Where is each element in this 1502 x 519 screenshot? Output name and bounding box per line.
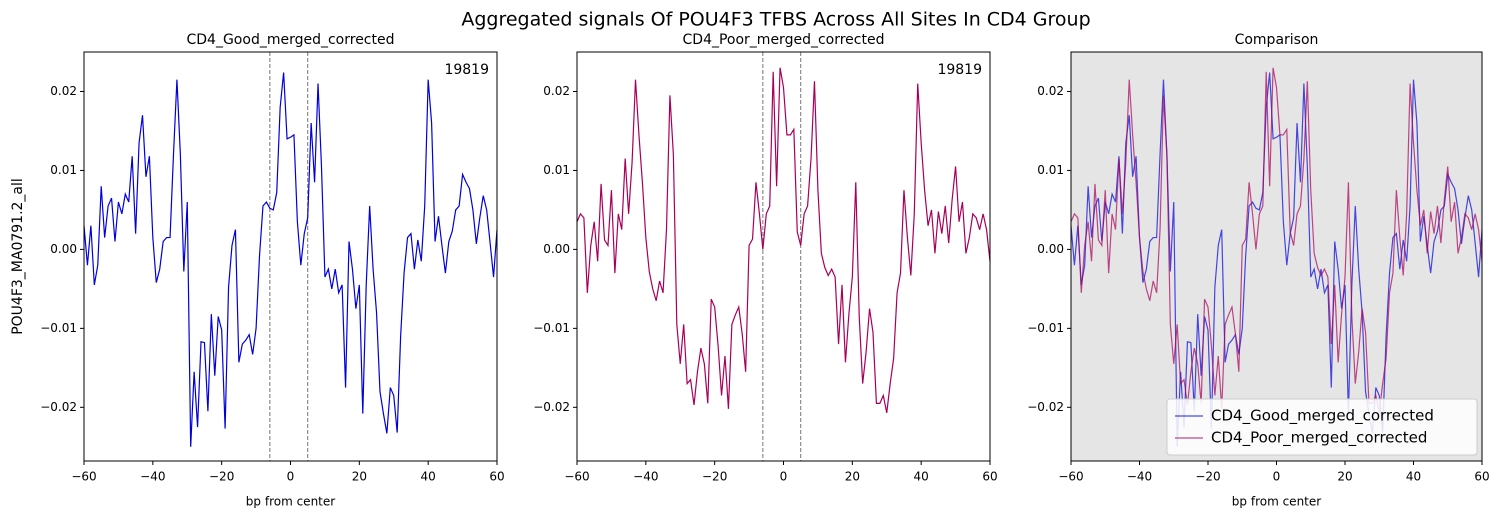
axes-frame <box>1070 51 1483 462</box>
y-tick-label: −0.01 <box>533 321 570 335</box>
data-line <box>576 67 991 413</box>
subplot-title: CD4_Good_merged_corrected <box>187 32 395 48</box>
y-tick-label: 0.01 <box>543 163 570 177</box>
x-tick-label: 40 <box>421 470 436 484</box>
x-tick-label: 0 <box>1273 470 1281 484</box>
x-tick-label: −60 <box>1058 470 1083 484</box>
plot-area <box>577 52 990 461</box>
y-tick-label: 0.00 <box>1037 242 1064 256</box>
y-tick-label: −0.02 <box>40 400 77 414</box>
data-line <box>1070 67 1483 413</box>
x-tick-label: 20 <box>1337 470 1352 484</box>
y-tick-label: 0.02 <box>543 84 570 98</box>
x-tick-label: 0 <box>287 470 295 484</box>
x-tick-label: 0 <box>780 470 788 484</box>
x-tick-label: 20 <box>845 470 860 484</box>
x-tick-label: −40 <box>633 470 658 484</box>
x-tick-label: 40 <box>914 470 929 484</box>
axes-frame <box>576 51 991 462</box>
y-tick-label: −0.02 <box>1027 400 1064 414</box>
x-tick-label: −20 <box>702 470 727 484</box>
axes-frame <box>83 51 498 462</box>
x-tick-label: −20 <box>209 470 234 484</box>
legend: CD4_Good_merged_corrected CD4_Poor_merged… <box>1166 398 1478 456</box>
x-tick-label: 60 <box>489 470 504 484</box>
y-tick-label: −0.01 <box>1027 321 1064 335</box>
y-tick-label: 0.02 <box>50 84 77 98</box>
x-tick-label: −60 <box>71 470 96 484</box>
y-tick-label: 0.02 <box>1037 84 1064 98</box>
y-tick-label: 0.01 <box>1037 163 1064 177</box>
x-tick-label: −40 <box>1127 470 1152 484</box>
y-tick-label: 0.00 <box>50 242 77 256</box>
data-line <box>83 72 498 447</box>
y-tick-label: −0.02 <box>533 400 570 414</box>
legend-label: CD4_Good_merged_corrected <box>1211 407 1434 426</box>
x-tick-label: 60 <box>1474 470 1489 484</box>
legend-box <box>1166 398 1478 456</box>
y-axis-label: POU4F3_MA0791.2_all <box>10 178 26 335</box>
x-axis-label: bp from center <box>246 495 335 509</box>
figure-title: Aggregated signals Of POU4F3 TFBS Across… <box>461 9 1090 31</box>
x-tick-label: 40 <box>1406 470 1421 484</box>
plot-area <box>1071 52 1482 461</box>
y-tick-label: 0.00 <box>543 242 570 256</box>
x-tick-label: −40 <box>140 470 165 484</box>
subplot-title: CD4_Poor_merged_corrected <box>683 32 885 48</box>
legend-label: CD4_Poor_merged_corrected <box>1211 429 1427 448</box>
y-tick-label: −0.01 <box>40 321 77 335</box>
plot-area <box>84 52 497 461</box>
y-tick-label: 0.01 <box>50 163 77 177</box>
x-tick-label: −60 <box>564 470 589 484</box>
x-tick-label: 20 <box>352 470 367 484</box>
x-tick-label: 60 <box>982 470 997 484</box>
x-axis-label: bp from center <box>1232 495 1321 509</box>
subplot-title: Comparison <box>1235 32 1319 48</box>
count-annotation: 19819 <box>937 62 982 78</box>
count-annotation: 19819 <box>444 62 489 78</box>
x-tick-label: −20 <box>1195 470 1220 484</box>
